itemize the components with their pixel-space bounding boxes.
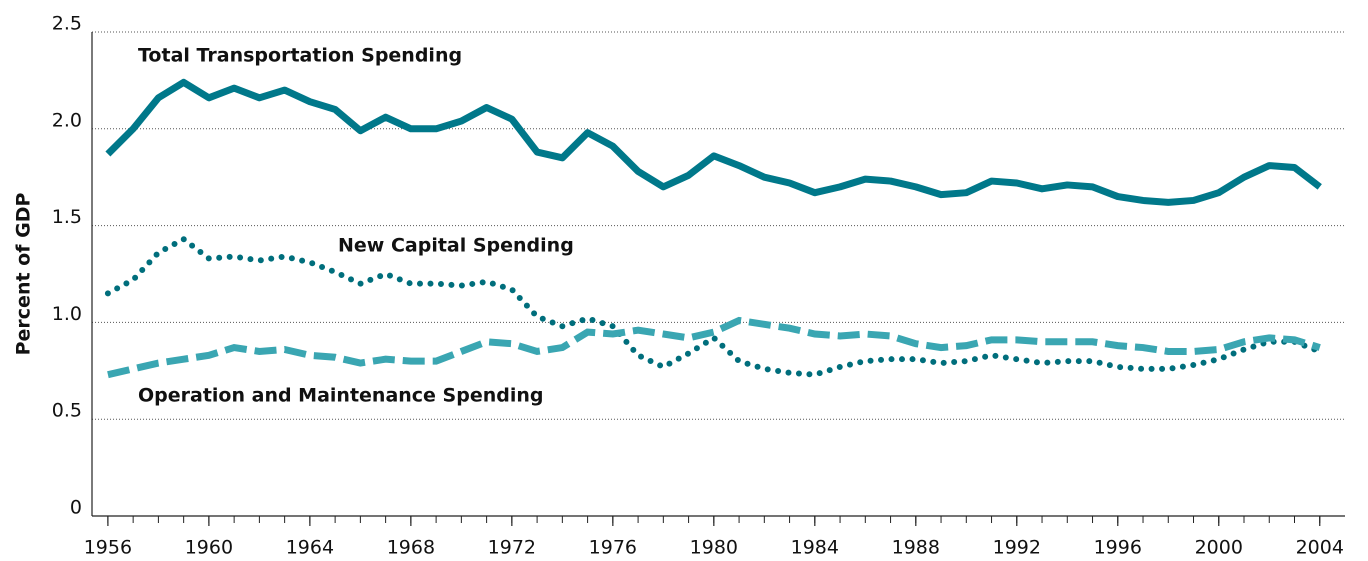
series-line	[105, 78, 1322, 206]
x-tick-label: 1976	[589, 537, 637, 559]
x-tick-label: 1964	[286, 537, 334, 559]
y-tick-label: 0.5	[52, 400, 82, 422]
series-label: New Capital Spending	[338, 235, 574, 257]
x-tick-label: 2004	[1296, 537, 1344, 559]
x-tick-label: 1992	[993, 537, 1041, 559]
x-tick-label: 1980	[690, 537, 738, 559]
y-tick-label: 2.5	[52, 13, 82, 35]
series-label: Operation and Maintenance Spending	[138, 385, 544, 407]
y-tick-label: 1.0	[52, 303, 82, 325]
series-label: Total Transportation Spending	[138, 45, 462, 67]
x-tick-label: 1984	[791, 537, 839, 559]
x-tick-label: 1956	[84, 537, 132, 559]
x-tick-label: 1960	[185, 537, 233, 559]
x-tick-label: 1996	[1094, 537, 1142, 559]
x-tick-label: 1972	[488, 537, 536, 559]
y-tick-label: 0	[70, 497, 82, 519]
x-tick-label: 2000	[1195, 537, 1243, 559]
y-axis-label: Percent of GDP	[13, 193, 35, 356]
series-line	[107, 316, 1321, 379]
y-tick-label: 2.0	[52, 109, 82, 131]
series-line	[104, 235, 1323, 378]
x-tick-label: 1988	[892, 537, 940, 559]
y-tick-label: 1.5	[52, 206, 82, 228]
x-tick-label: 1968	[387, 537, 435, 559]
